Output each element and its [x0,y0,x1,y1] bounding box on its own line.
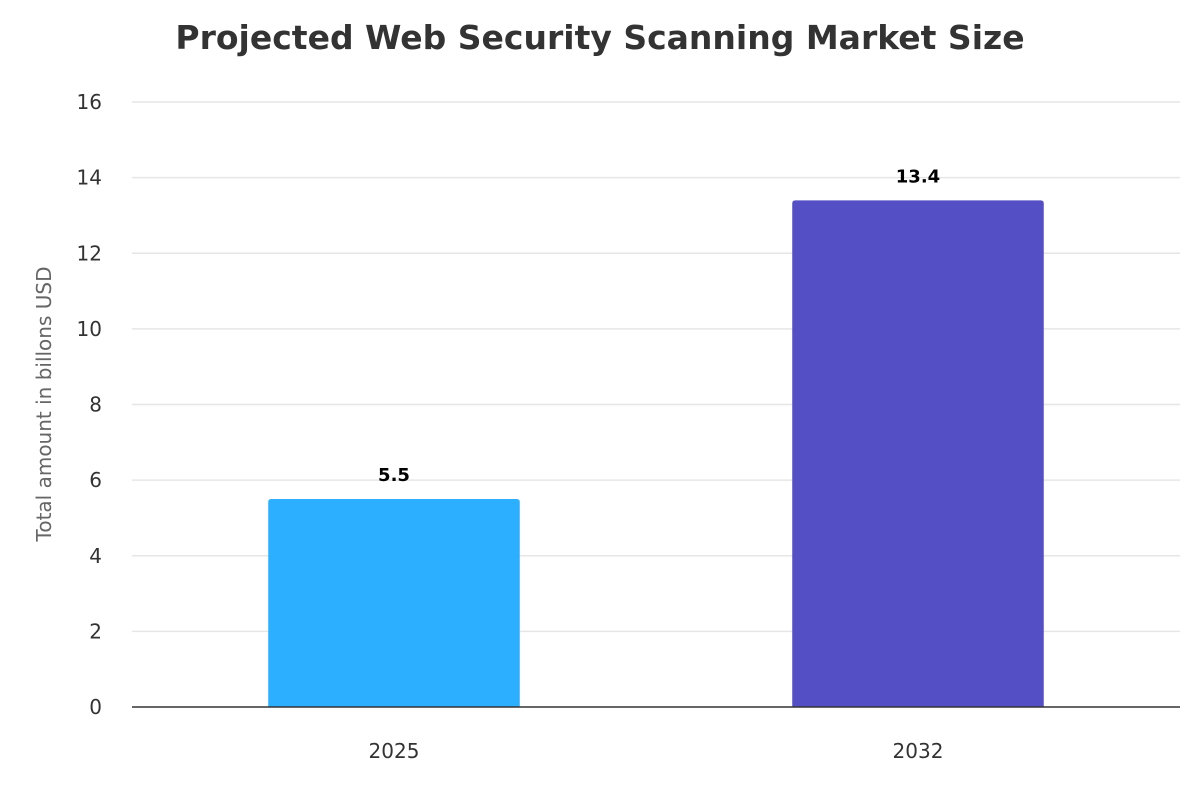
x-axis-ticks: 2025 2032 [369,739,944,763]
chart-title: Projected Web Security Scanning Market S… [175,18,1024,57]
y-tick-label: 10 [77,317,102,341]
y-tick-label: 12 [77,241,102,265]
y-tick-label: 2 [89,619,102,643]
bar-2025[interactable] [268,499,520,707]
x-tick-label: 2032 [893,739,944,763]
bar-2032[interactable] [792,200,1044,707]
y-tick-label: 0 [89,695,102,719]
y-tick-label: 14 [77,166,102,190]
data-label-2025: 5.5 [378,465,410,486]
data-label-2032: 13.4 [896,166,940,187]
y-axis-ticks: 0 2 4 6 8 10 12 14 16 [77,90,102,719]
y-axis-label: Total amount in billons USD [32,267,56,543]
bars: 5.5 13.4 [268,166,1044,707]
x-tick-label: 2025 [369,739,420,763]
y-tick-label: 4 [89,544,102,568]
y-tick-label: 8 [89,393,102,417]
y-tick-label: 6 [89,468,102,492]
y-tick-label: 16 [77,90,102,114]
